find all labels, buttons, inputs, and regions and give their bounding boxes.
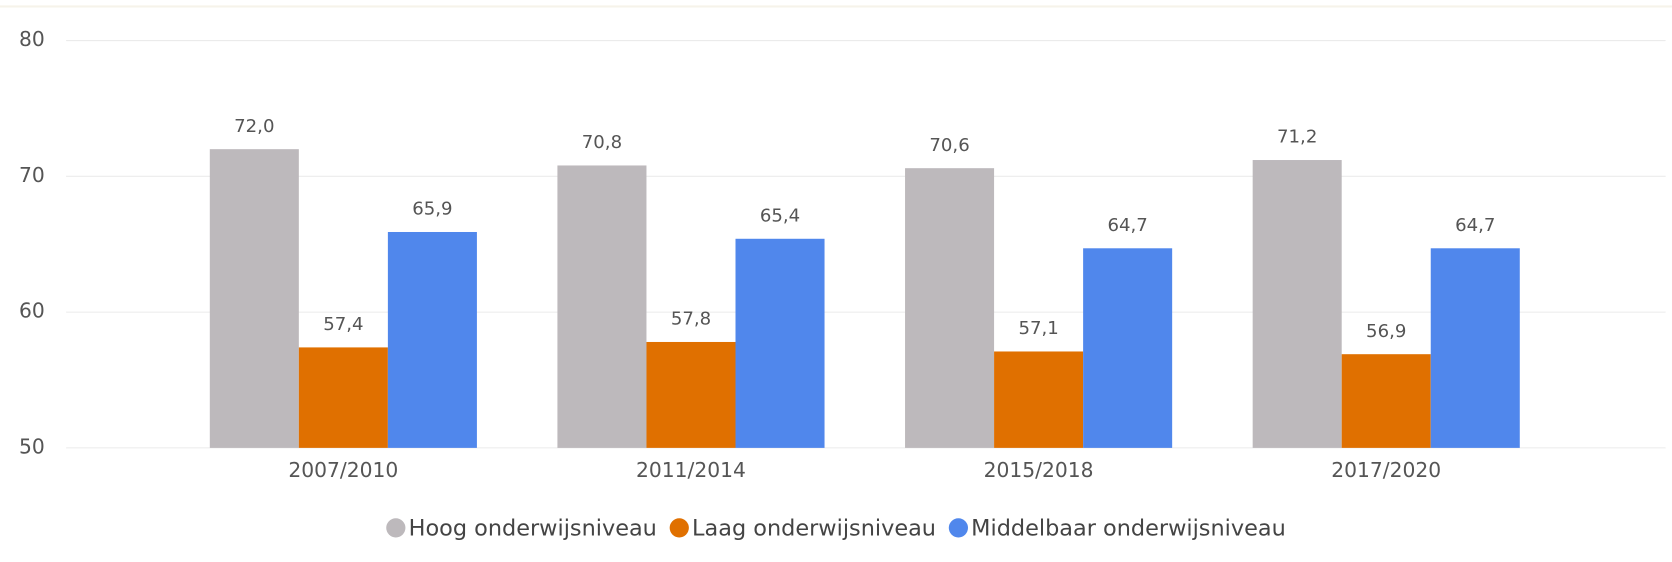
bar <box>646 341 736 448</box>
data-label: 57,8 <box>671 309 711 330</box>
x-tick-label: 2015/2018 <box>984 458 1094 482</box>
bar <box>298 347 388 448</box>
legend-marker <box>386 518 406 538</box>
data-label: 64,7 <box>1455 215 1495 236</box>
bar <box>1430 248 1520 448</box>
bar <box>1083 248 1173 448</box>
legend: Hoog onderwijsniveau Laag onderwijsniveau… <box>386 515 1286 541</box>
data-label: 65,4 <box>760 205 800 226</box>
data-label: 64,7 <box>1107 215 1147 236</box>
bar <box>209 149 299 448</box>
x-tick-label: 2007/2010 <box>288 458 398 482</box>
y-tick-label: 70 <box>19 163 45 187</box>
data-label: 70,8 <box>582 132 622 153</box>
legend-label: Middelbaar onderwijsniveau <box>971 515 1286 541</box>
bar <box>1341 354 1431 448</box>
y-tick-label: 60 <box>19 299 45 323</box>
legend-label: Laag onderwijsniveau <box>692 515 936 541</box>
bar <box>387 231 477 448</box>
bar <box>735 238 825 448</box>
data-label: 70,6 <box>929 135 969 156</box>
bar <box>557 165 647 448</box>
legend-marker <box>669 518 689 538</box>
bar <box>994 351 1084 448</box>
data-label: 57,4 <box>323 314 363 335</box>
data-label: 65,9 <box>412 199 452 220</box>
data-label: 56,9 <box>1366 321 1406 342</box>
y-tick-label: 80 <box>19 27 45 51</box>
y-tick-label: 50 <box>19 434 45 458</box>
x-tick-label: 2017/2020 <box>1331 458 1441 482</box>
x-tick-label: 2011/2014 <box>636 458 746 482</box>
data-label: 72,0 <box>234 116 274 137</box>
legend-marker <box>948 518 968 538</box>
data-label: 71,2 <box>1277 127 1317 148</box>
bar <box>905 168 995 448</box>
legend-label: Hoog onderwijsniveau <box>409 515 657 541</box>
data-label: 57,1 <box>1018 318 1058 339</box>
bar <box>1252 160 1342 448</box>
